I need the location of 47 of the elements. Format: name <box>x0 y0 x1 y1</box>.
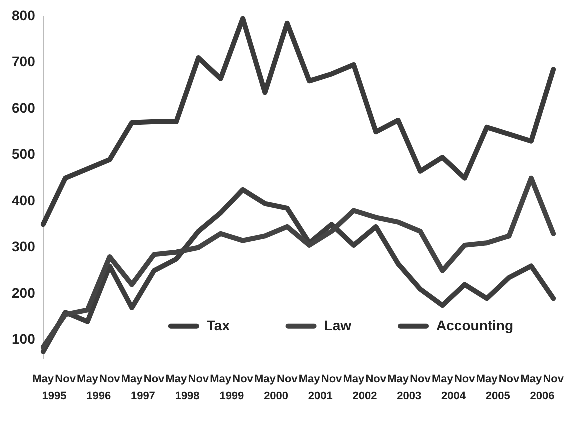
text: 1999 <box>220 390 244 402</box>
text: 1997 <box>130 390 156 402</box>
text: 2002 <box>352 390 378 402</box>
x-tick-label: May <box>210 373 232 386</box>
y-tick-label: 700 <box>12 54 36 70</box>
y-tick-label: 400 <box>12 192 36 208</box>
x-tick-label: Nov <box>410 373 432 386</box>
x-tick-label: Nov <box>144 373 166 386</box>
legend-label: Accounting <box>436 317 514 334</box>
x-tick-label: May <box>388 373 410 386</box>
x-tick-label: May <box>520 373 543 386</box>
x-tick-label: Nov <box>366 373 388 386</box>
x-tick-label: Nov <box>498 373 521 386</box>
x-tick-label: Nov <box>543 373 565 386</box>
x-tick-label: May <box>432 373 454 386</box>
text: 2004 <box>442 390 467 402</box>
x-tick-label: Nov <box>188 373 210 386</box>
y-tick-label: 300 <box>12 238 36 255</box>
text: 1995 <box>42 390 67 402</box>
y-tick-label: 800 <box>12 7 36 24</box>
legend-label: Law <box>324 317 352 334</box>
x-tick-label: Nov <box>232 373 254 386</box>
x-tick-label: May <box>121 373 144 386</box>
x-tick-label: May <box>476 373 499 386</box>
y-tick-label: 500 <box>12 146 36 162</box>
y-tick-label: 100 <box>12 331 36 348</box>
y-tick-label: 600 <box>12 100 36 116</box>
x-tick-label: May <box>32 373 55 386</box>
x-tick-label: May <box>166 373 188 386</box>
legend-label: Tax <box>206 317 230 334</box>
text: 2000 <box>264 390 289 402</box>
x-tick-label: May <box>254 373 277 386</box>
x-tick-label: Nov <box>55 373 77 386</box>
x-tick-label: Nov <box>321 373 344 386</box>
text: 2005 <box>486 390 510 402</box>
x-tick-label: Nov <box>454 373 476 386</box>
x-tick-label: May <box>77 373 100 386</box>
x-tick-label: Nov <box>277 373 299 386</box>
text: 2001 <box>308 390 333 402</box>
x-tick-label: May <box>343 373 366 386</box>
x-tick-label: May <box>298 373 322 386</box>
text: 2003 <box>397 390 422 402</box>
x-tick-label: Nov <box>100 373 122 386</box>
text: 1998 <box>175 390 200 402</box>
text: 2006 <box>530 390 555 402</box>
y-tick-label: 200 <box>12 284 36 301</box>
text: 1996 <box>86 390 112 402</box>
